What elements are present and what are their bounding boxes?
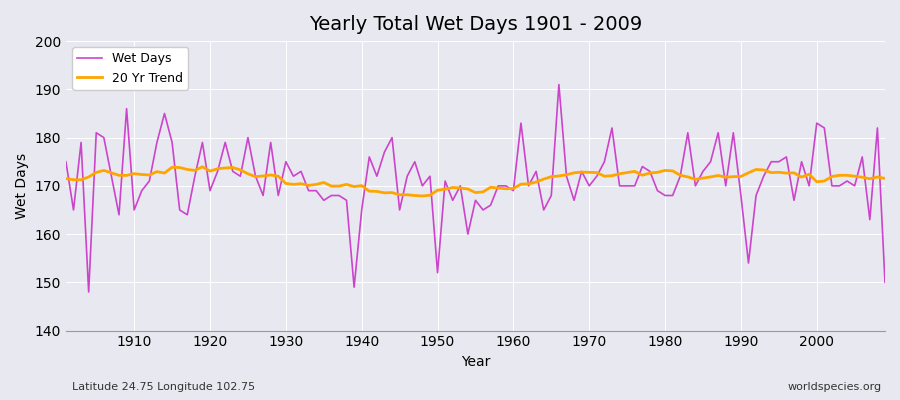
Text: worldspecies.org: worldspecies.org <box>788 382 882 392</box>
X-axis label: Year: Year <box>461 355 491 369</box>
Wet Days <box>516 121 526 126</box>
20 Yr Trend <box>295 181 306 186</box>
Wet Days <box>84 290 94 294</box>
20 Yr Trend <box>60 176 71 181</box>
Wet Days <box>614 184 625 188</box>
Line: 20 Yr Trend: 20 Yr Trend <box>66 167 885 196</box>
20 Yr Trend <box>879 176 890 181</box>
20 Yr Trend <box>122 173 132 178</box>
Wet Days <box>508 188 518 193</box>
Line: Wet Days: Wet Days <box>66 84 885 292</box>
Title: Yearly Total Wet Days 1901 - 2009: Yearly Total Wet Days 1901 - 2009 <box>309 15 642 34</box>
Y-axis label: Wet Days: Wet Days <box>15 153 29 219</box>
Wet Days <box>554 82 564 87</box>
Legend: Wet Days, 20 Yr Trend: Wet Days, 20 Yr Trend <box>72 47 188 90</box>
20 Yr Trend <box>516 182 526 186</box>
20 Yr Trend <box>417 194 428 198</box>
20 Yr Trend <box>523 182 534 186</box>
20 Yr Trend <box>614 171 625 176</box>
Wet Days <box>295 169 306 174</box>
Wet Days <box>341 198 352 203</box>
20 Yr Trend <box>197 164 208 169</box>
20 Yr Trend <box>341 182 352 187</box>
Wet Days <box>129 208 140 212</box>
Wet Days <box>879 280 890 285</box>
Wet Days <box>60 159 71 164</box>
Text: Latitude 24.75 Longitude 102.75: Latitude 24.75 Longitude 102.75 <box>72 382 255 392</box>
